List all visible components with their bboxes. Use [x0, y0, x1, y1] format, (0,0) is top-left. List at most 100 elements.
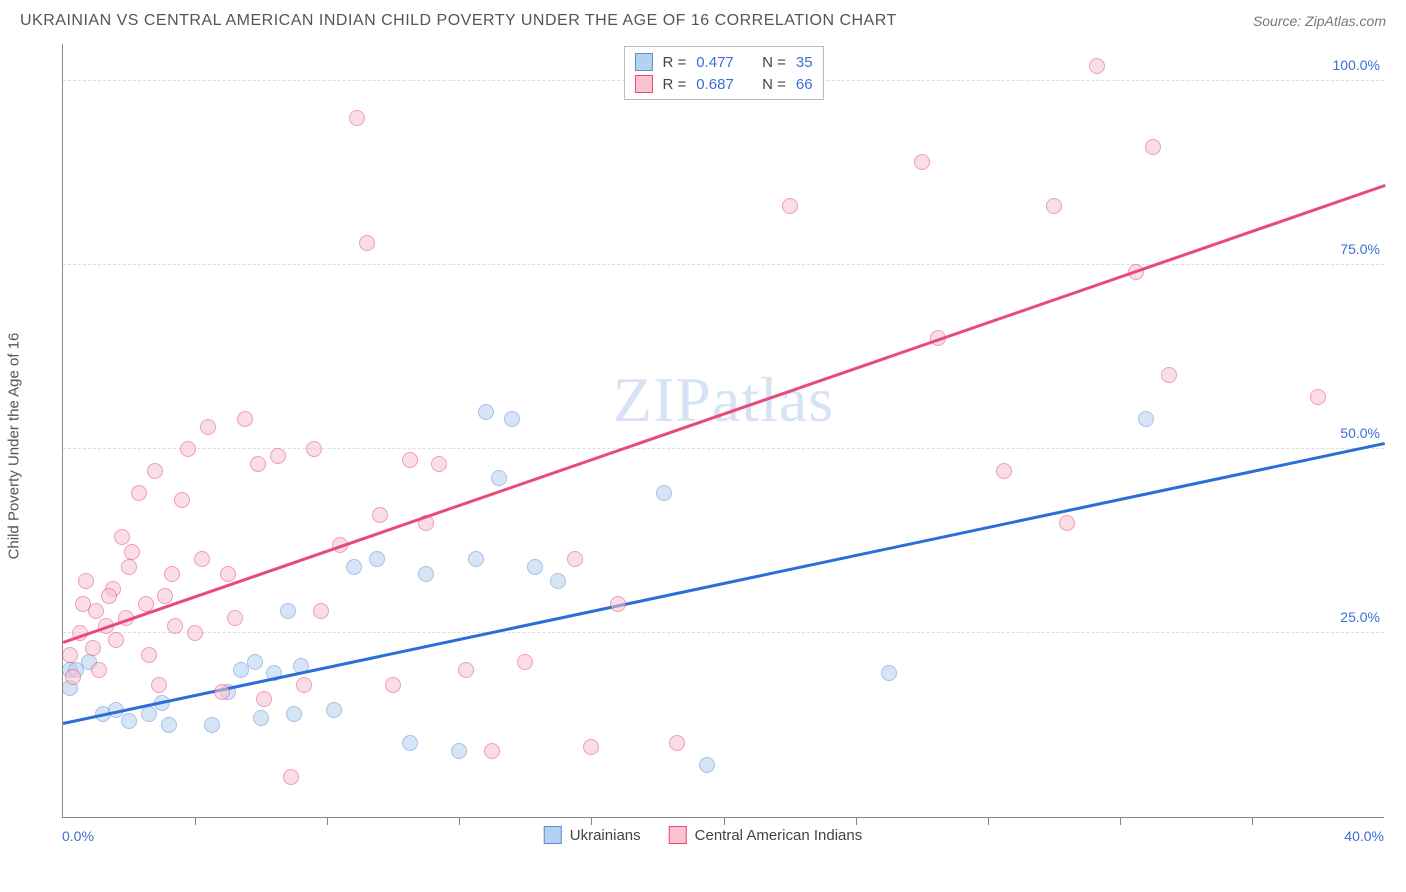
scatter-marker — [237, 411, 253, 427]
scatter-marker — [286, 706, 302, 722]
scatter-marker — [669, 735, 685, 751]
legend-swatch — [634, 53, 652, 71]
scatter-marker — [124, 544, 140, 560]
scatter-marker — [114, 529, 130, 545]
scatter-marker — [91, 662, 107, 678]
plot-area: ZIPatlas 25.0% 50.0% 75.0% 100.0% R =0.477 N… — [62, 44, 1384, 818]
scatter-marker — [141, 706, 157, 722]
scatter-marker — [108, 632, 124, 648]
header: UKRAINIAN VS CENTRAL AMERICAN INDIAN CHI… — [0, 0, 1406, 38]
stats-row: R =0.477 N =35 — [634, 51, 812, 73]
legend-swatch — [544, 826, 562, 844]
watermark: ZIPatlas — [613, 363, 834, 437]
scatter-marker — [369, 551, 385, 567]
bottom-legend: Ukrainians Central American Indians — [544, 826, 862, 844]
scatter-marker — [157, 588, 173, 604]
scatter-marker — [174, 492, 190, 508]
scatter-marker — [256, 691, 272, 707]
scatter-marker — [458, 662, 474, 678]
scatter-marker — [296, 677, 312, 693]
scatter-marker — [161, 717, 177, 733]
scatter-marker — [326, 702, 342, 718]
scatter-marker — [1138, 411, 1154, 427]
gridline — [63, 632, 1384, 633]
scatter-marker — [914, 154, 930, 170]
x-tick — [327, 817, 328, 825]
y-tick-label: 75.0% — [1340, 241, 1380, 257]
scatter-marker — [610, 596, 626, 612]
scatter-marker — [121, 559, 137, 575]
scatter-marker — [550, 573, 566, 589]
legend-item: Ukrainians — [544, 826, 641, 844]
y-tick-label: 25.0% — [1340, 609, 1380, 625]
scatter-marker — [270, 448, 286, 464]
scatter-marker — [280, 603, 296, 619]
trend-line — [63, 184, 1386, 643]
y-tick-label: 50.0% — [1340, 425, 1380, 441]
scatter-marker — [141, 647, 157, 663]
y-tick-label: 100.0% — [1333, 57, 1380, 73]
y-axis-label: Child Poverty Under the Age of 16 — [6, 333, 23, 560]
scatter-marker — [306, 441, 322, 457]
x-tick — [856, 817, 857, 825]
scatter-marker — [1145, 139, 1161, 155]
scatter-marker — [583, 739, 599, 755]
scatter-marker — [782, 198, 798, 214]
scatter-marker — [431, 456, 447, 472]
scatter-marker — [65, 669, 81, 685]
x-tick — [988, 817, 989, 825]
scatter-marker — [478, 404, 494, 420]
scatter-marker — [85, 640, 101, 656]
scatter-marker — [527, 559, 543, 575]
scatter-marker — [656, 485, 672, 501]
scatter-marker — [180, 441, 196, 457]
scatter-marker — [220, 566, 236, 582]
scatter-marker — [517, 654, 533, 670]
x-tick — [1120, 817, 1121, 825]
scatter-marker — [214, 684, 230, 700]
chart-area: Child Poverty Under the Age of 16 ZIPatl… — [22, 44, 1384, 848]
legend-swatch — [669, 826, 687, 844]
scatter-marker — [418, 566, 434, 582]
scatter-marker — [227, 610, 243, 626]
scatter-marker — [1059, 515, 1075, 531]
scatter-marker — [187, 625, 203, 641]
legend-item: Central American Indians — [669, 826, 863, 844]
scatter-marker — [204, 717, 220, 733]
scatter-marker — [247, 654, 263, 670]
scatter-marker — [346, 559, 362, 575]
scatter-marker — [402, 735, 418, 751]
scatter-marker — [385, 677, 401, 693]
x-tick-label: 0.0% — [62, 828, 94, 844]
scatter-marker — [1161, 367, 1177, 383]
scatter-marker — [1089, 58, 1105, 74]
stats-row: R =0.687 N =66 — [634, 73, 812, 95]
scatter-marker — [567, 551, 583, 567]
stats-legend: R =0.477 N =35R =0.687 N =66 — [623, 46, 823, 100]
scatter-marker — [121, 713, 137, 729]
scatter-marker — [402, 452, 418, 468]
scatter-marker — [101, 588, 117, 604]
x-tick-label: 40.0% — [1344, 828, 1384, 844]
scatter-marker — [359, 235, 375, 251]
scatter-marker — [75, 596, 91, 612]
scatter-marker — [194, 551, 210, 567]
scatter-marker — [313, 603, 329, 619]
scatter-marker — [253, 710, 269, 726]
scatter-marker — [283, 769, 299, 785]
scatter-marker — [996, 463, 1012, 479]
legend-swatch — [634, 75, 652, 93]
x-tick — [724, 817, 725, 825]
legend-label: Ukrainians — [570, 827, 641, 844]
scatter-marker — [881, 665, 897, 681]
scatter-marker — [62, 647, 78, 663]
x-tick — [591, 817, 592, 825]
scatter-marker — [78, 573, 94, 589]
scatter-marker — [699, 757, 715, 773]
chart-container: UKRAINIAN VS CENTRAL AMERICAN INDIAN CHI… — [0, 0, 1406, 892]
legend-label: Central American Indians — [695, 827, 863, 844]
x-tick — [195, 817, 196, 825]
scatter-marker — [491, 470, 507, 486]
scatter-marker — [164, 566, 180, 582]
scatter-marker — [349, 110, 365, 126]
